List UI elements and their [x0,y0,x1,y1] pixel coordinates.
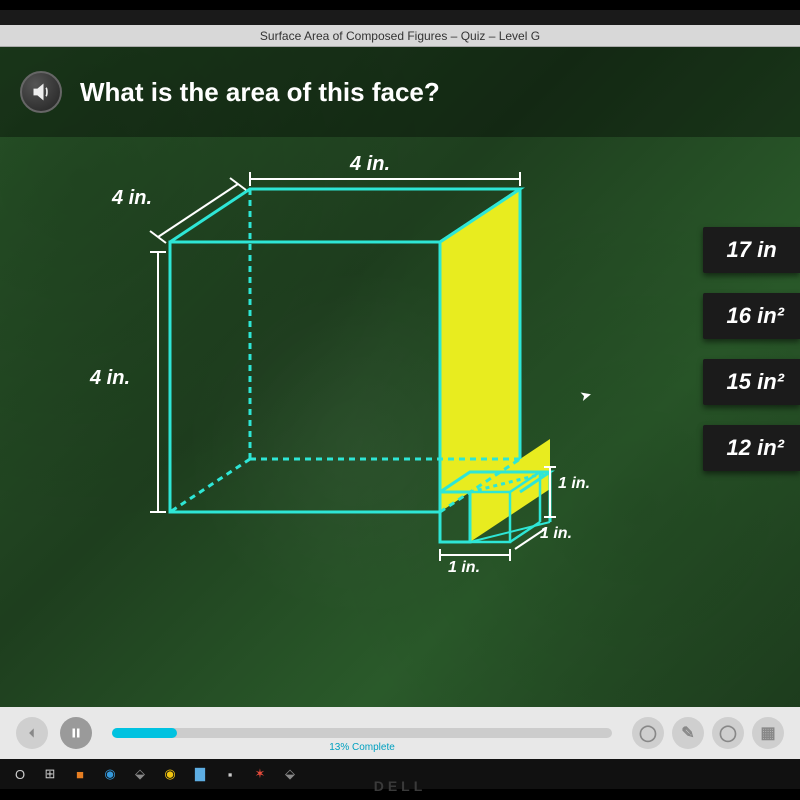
pause-icon [70,727,82,739]
taskbar-search[interactable]: O [10,764,30,784]
taskbar-app-1[interactable]: ■ [70,764,90,784]
answer-option-3[interactable]: 15 in² [703,359,800,405]
question-header: What is the area of this face? [0,47,800,137]
answer-option-4[interactable]: 12 in² [703,425,800,471]
dim-top: 4 in. [350,153,390,176]
progress-fill [112,728,177,738]
back-button[interactable] [16,717,48,749]
tool-calculator-button[interactable]: ▦ [752,717,784,749]
highlighted-face [440,189,550,542]
answer-list: 17 in 16 in² 15 in² 12 in² [703,227,800,471]
quiz-canvas: What is the area of this face? [0,47,800,707]
taskbar-explorer[interactable]: ▇ [190,764,210,784]
pencil-icon: ✎ [681,723,694,743]
arrow-left-icon [25,726,39,740]
question-text: What is the area of this face? [80,77,440,108]
window-title-bar: Surface Area of Composed Figures – Quiz … [0,25,800,47]
taskbar-edge[interactable]: ◉ [100,764,120,784]
answer-option-1[interactable]: 17 in [703,227,800,273]
dim-small-h: 1 in. [558,475,590,493]
taskbar-app-4[interactable]: ⬙ [280,764,300,784]
front-face [170,242,440,512]
taskbar-steam[interactable]: ⬙ [130,764,150,784]
dim-depth: 4 in. [112,187,152,210]
answer-label: 17 in [727,237,777,262]
progress-label: 13% Complete [329,742,395,753]
answer-label: 16 in² [727,303,784,328]
taskbar-chrome[interactable]: ◉ [160,764,180,784]
speaker-button[interactable] [20,71,62,113]
circle-icon: ◯ [719,723,737,743]
circle-icon: ◯ [639,723,657,743]
search-icon: O [15,767,25,782]
answer-label: 12 in² [727,435,784,460]
tool-highlight-button[interactable]: ◯ [712,717,744,749]
dim-small-d: 1 in. [540,525,572,543]
dim-small-w: 1 in. [448,559,480,577]
progress-track: 13% Complete [112,728,612,738]
tool-flag-button[interactable]: ◯ [632,717,664,749]
answer-option-2[interactable]: 16 in² [703,293,800,339]
tool-pencil-button[interactable]: ✎ [672,717,704,749]
monitor-brand: DELL [374,778,427,794]
figure-diagram: 4 in. 4 in. 4 in. 1 in. 1 in. 1 in. [50,167,590,667]
calculator-icon: ▦ [760,723,775,743]
bottom-toolbar: 13% Complete ◯ ✎ ◯ ▦ [0,707,800,759]
dim-height: 4 in. [90,367,130,390]
taskview-icon: ⊞ [45,766,56,782]
taskbar-app-3[interactable]: ✶ [250,764,270,784]
speaker-icon [31,82,51,102]
window-title: Surface Area of Composed Figures – Quiz … [260,29,540,43]
taskbar-app-2[interactable]: ▪ [220,764,240,784]
answer-label: 15 in² [727,369,784,394]
taskbar-taskview[interactable]: ⊞ [40,764,60,784]
pause-button[interactable] [60,717,92,749]
